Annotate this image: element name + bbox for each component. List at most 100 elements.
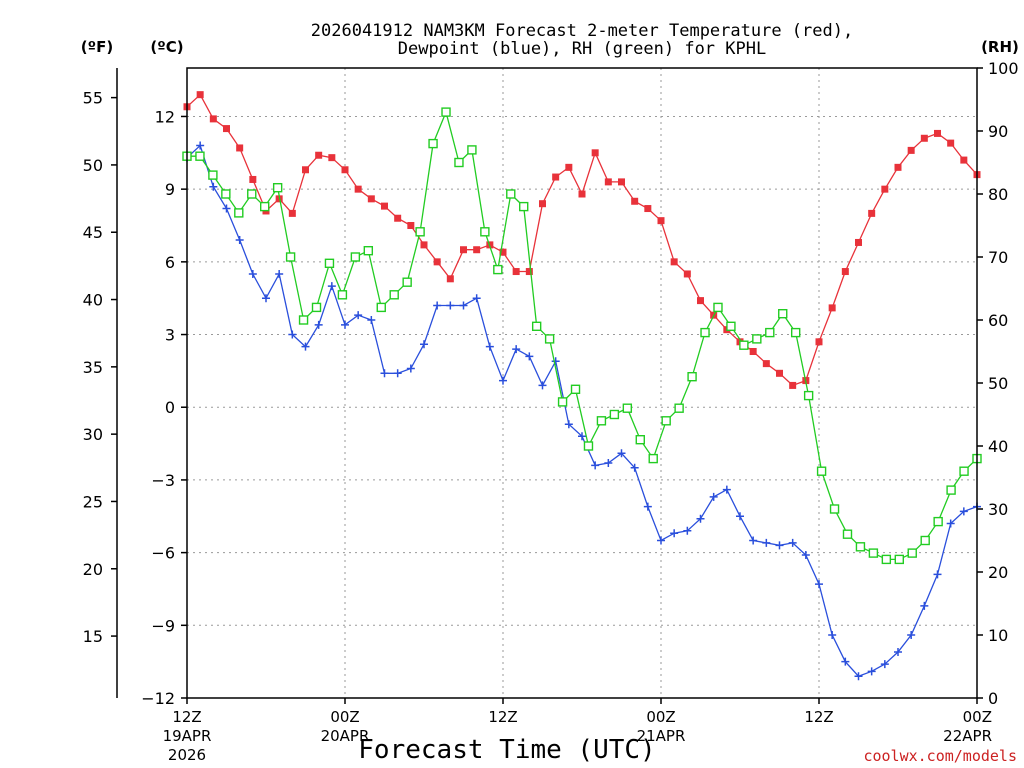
dewpoint-point <box>880 660 889 669</box>
rh-point <box>881 554 892 565</box>
dewpoint-point <box>551 357 560 366</box>
2-meter-temperature-point <box>539 200 546 208</box>
dewpoint-point <box>499 376 507 385</box>
fahrenheit-tick-label: 55 <box>83 89 103 108</box>
rh-point <box>285 252 296 262</box>
rh-point <box>635 435 645 445</box>
data-series <box>182 91 982 681</box>
dewpoint-point <box>828 631 837 639</box>
2-meter-temperature-point <box>315 151 323 159</box>
rh-point <box>544 334 555 344</box>
dewpoint-point <box>775 541 784 550</box>
rh-point <box>221 189 231 199</box>
2-meter-temperature-point <box>236 144 244 152</box>
dewpoint-point <box>248 269 257 278</box>
fahrenheit-tick-label: 35 <box>83 358 103 377</box>
dewpoint-point <box>446 301 455 310</box>
rh-point <box>428 138 438 149</box>
dewpoint-point <box>894 647 902 656</box>
dewpoint-point <box>933 570 942 579</box>
dewpoint-point <box>959 507 968 516</box>
rh-point <box>778 309 788 319</box>
rh-point <box>260 201 270 212</box>
2-meter-temperature-point <box>552 173 560 181</box>
rh-point <box>661 416 671 426</box>
dewpoint-point <box>301 342 310 351</box>
2-meter-temperature-point <box>618 178 625 186</box>
rh-point <box>829 504 840 514</box>
rh-tick-label: 10 <box>988 626 1008 645</box>
2-meter-temperature-point <box>302 166 309 174</box>
dewpoint-point <box>235 236 244 245</box>
dewpoint-point <box>736 512 744 521</box>
rh-point <box>583 441 594 451</box>
celsius-tick-label: 0 <box>165 398 175 417</box>
rh-point <box>765 327 775 338</box>
celsius-tick-label: 6 <box>165 253 175 272</box>
rh-tick-label: 50 <box>988 374 1008 393</box>
rh-point <box>480 227 490 237</box>
celsius-unit-label: (ºC) <box>150 38 183 56</box>
rh-point <box>389 290 399 300</box>
x-tick-year-label: 2026 <box>168 746 206 764</box>
dewpoint-point <box>604 458 613 467</box>
2-meter-temperature-point <box>433 258 441 266</box>
rh-point <box>868 548 879 558</box>
dewpoint-point <box>907 631 916 639</box>
rh-point <box>493 264 503 275</box>
dewpoint-point <box>801 551 810 560</box>
rh-tick-label: 30 <box>988 500 1008 519</box>
dewpoint-point <box>209 182 218 191</box>
dewpoint-point <box>354 311 363 320</box>
2-meter-temperature-point <box>644 205 652 213</box>
fahrenheit-tick-label: 30 <box>83 425 103 444</box>
rh-tick-label: 90 <box>988 122 1008 141</box>
2-meter-temperature-point <box>894 163 902 171</box>
celsius-tick-label: 9 <box>165 180 175 199</box>
dewpoint-point <box>815 580 823 589</box>
credit-text: coolwx.com/models <box>863 747 1017 765</box>
dewpoint-point <box>683 526 692 535</box>
dewpoint-point <box>393 369 402 378</box>
2-meter-temperature-point <box>354 185 362 193</box>
fahrenheit-unit-label: (ºF) <box>81 38 113 56</box>
dewpoint-point <box>722 485 731 494</box>
dewpoint-point <box>762 538 771 547</box>
chart-title-line2: Dewpoint (blue), RH (green) for KPHL <box>398 39 766 59</box>
2-meter-temperature-point <box>420 241 428 249</box>
dewpoint-point <box>512 345 521 354</box>
rh-point <box>519 201 529 212</box>
x-tick-label: 12Z <box>488 708 517 726</box>
dewpoint-point <box>288 330 297 339</box>
rh-point <box>622 403 633 413</box>
dewpoint-point <box>314 320 323 329</box>
dewpoint-point <box>630 463 639 472</box>
x-tick-date-label: 22APR <box>943 727 992 745</box>
x-axis-title: Forecast Time (UTC) <box>358 735 655 765</box>
dewpoint-point <box>749 536 758 545</box>
rh-unit-label: (RH) <box>981 38 1019 56</box>
dewpoint-point <box>380 369 389 378</box>
x-tick-label: 00Z <box>646 708 675 726</box>
chart-title-line1: 2026041912 NAM3KM Forecast 2-meter Tempe… <box>311 21 853 41</box>
rh-point <box>700 327 710 338</box>
rh-point <box>907 548 917 558</box>
rh-point <box>506 189 516 199</box>
rh-point <box>298 315 309 325</box>
x-tick-label: 00Z <box>330 708 359 726</box>
fahrenheit-tick-label: 20 <box>83 560 103 579</box>
2-meter-temperature-point <box>460 246 467 254</box>
dewpoint-point <box>867 667 876 676</box>
2-meter-temperature-point <box>934 129 941 137</box>
2-meter-temperature-point <box>565 163 573 171</box>
rh-point <box>596 416 607 426</box>
2-meter-temperature-point <box>512 268 520 276</box>
2-meter-temperature-point <box>288 209 296 217</box>
x-tick-label: 12Z <box>804 708 833 726</box>
2-meter-temperature-point <box>249 175 257 183</box>
2-meter-temperature-point <box>907 146 915 154</box>
rh-tick-label: 20 <box>988 563 1008 582</box>
2-meter-temperature-point <box>762 360 770 368</box>
dewpoint-point <box>341 320 349 329</box>
2-meter-temperature-point <box>328 154 336 162</box>
